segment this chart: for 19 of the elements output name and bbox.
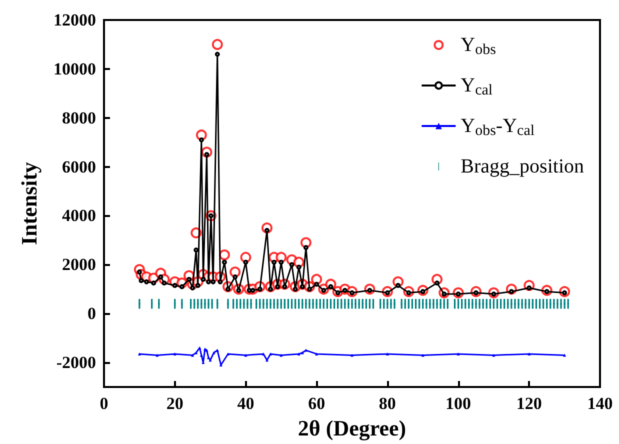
x-tick-label: 140 (587, 394, 613, 413)
y-tick-label: -2000 (56, 353, 96, 372)
y-tick-label: 6000 (62, 157, 96, 176)
x-tick-label: 60 (308, 394, 326, 413)
x-tick-label: 100 (446, 394, 472, 413)
y-tick-label: 2000 (62, 255, 96, 274)
legend-label: Bragg_position (460, 156, 584, 178)
y-axis-title: Intensity (16, 162, 42, 246)
x-tick-label: 80 (378, 394, 396, 413)
x-axis-title: 2θ (Degree) (298, 416, 406, 440)
y-tick-label: 10000 (54, 59, 96, 78)
y-tick-label: 12000 (54, 10, 96, 30)
x-tick-label: 20 (166, 394, 184, 413)
y-tick-label: 0 (88, 304, 96, 324)
y-tick-label: 4000 (62, 206, 96, 226)
y-tick-label: 8000 (62, 108, 96, 128)
x-tick-label: 0 (100, 394, 108, 413)
x-tick-label: 120 (516, 394, 542, 413)
x-tick-label: 40 (237, 394, 254, 413)
